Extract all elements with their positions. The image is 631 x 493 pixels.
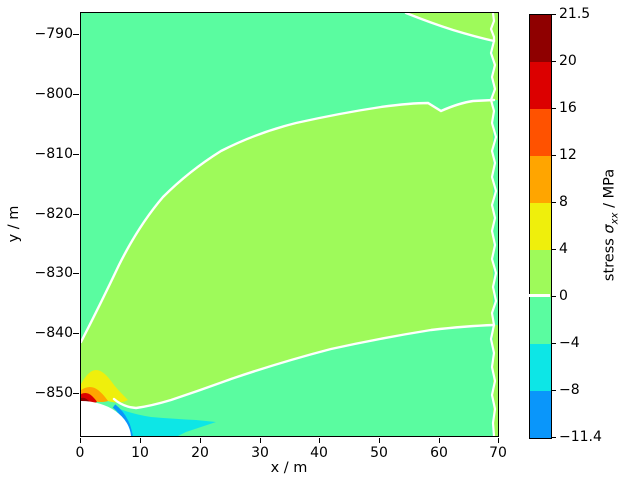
right-strip-top (493, 41, 498, 100)
x-tick-label: 70 (489, 445, 507, 461)
x-tick-label: 20 (191, 445, 209, 461)
x-tick-mark (200, 438, 201, 443)
y-tick-label: −800 (34, 86, 73, 102)
colorbar (529, 14, 552, 439)
colorbar-patch (530, 344, 551, 391)
colorbar-tick-mark (551, 155, 556, 156)
flame-yellow-region (81, 370, 128, 403)
sigma-subscript: xx (609, 212, 621, 225)
colorbar-patch (530, 391, 551, 438)
colorbar-tick-mark (551, 249, 556, 250)
y-tick-label: −820 (34, 206, 73, 222)
positive-lens-region (81, 100, 495, 408)
tensile-zone-region (115, 407, 216, 436)
x-tick-mark (319, 438, 320, 443)
sigma-symbol: σ (601, 224, 618, 234)
colorbar-label-suffix: / MPa (601, 168, 618, 213)
colorbar-tick-mark (551, 296, 556, 297)
x-axis-label: x / m (270, 460, 308, 476)
colorbar-patch (530, 109, 551, 156)
colorbar-tick-label: 12 (559, 147, 577, 163)
colorbar-axis-label: stress σxx / MPa (602, 169, 621, 281)
colorbar-tick-label: −11.4 (559, 429, 602, 445)
x-tick-mark (439, 438, 440, 443)
colorbar-tick-mark (551, 437, 556, 438)
y-tick-mark (73, 34, 79, 35)
colorbar-tick-mark (551, 390, 556, 391)
colorbar-tick-mark (551, 108, 556, 109)
colorbar-label-prefix: stress (601, 233, 618, 282)
y-tick-mark (73, 273, 79, 274)
colorbar-tick-mark (551, 14, 556, 15)
y-tick-label: −830 (34, 265, 73, 281)
colorbar-tick-mark (551, 61, 556, 62)
y-tick-mark (73, 333, 79, 334)
colorbar-tick-label: 0 (559, 288, 568, 304)
zero-contour-right-edge (489, 13, 498, 436)
colorbar-tick-label: −8 (559, 382, 580, 398)
right-strip-middle (493, 100, 498, 325)
colorbar-patch (530, 156, 551, 203)
y-tick-label: −790 (34, 26, 73, 42)
colorbar-patch (530, 203, 551, 250)
x-tick-mark (140, 438, 141, 443)
zero-contour-upper (81, 98, 496, 344)
zero-contour-wedge (404, 13, 496, 43)
x-tick-label: 40 (310, 445, 328, 461)
excavation-region (81, 400, 131, 436)
contour-field (81, 13, 498, 436)
colorbar-tick-label: 4 (559, 241, 568, 257)
x-tick-label: 60 (430, 445, 448, 461)
x-tick-mark (260, 438, 261, 443)
y-tick-mark (73, 214, 79, 215)
y-axis-label: y / m (6, 205, 22, 243)
colorbar-tick-mark (551, 343, 556, 344)
top-right-wedge-region (406, 13, 498, 41)
x-tick-mark (379, 438, 380, 443)
colorbar-patch (530, 297, 551, 344)
zero-contour-lower (112, 323, 496, 410)
y-tick-label: −840 (34, 325, 73, 341)
colorbar-tick-label: 16 (559, 100, 577, 116)
x-tick-label: 50 (370, 445, 388, 461)
x-tick-label: 10 (131, 445, 149, 461)
y-tick-label: −850 (34, 385, 73, 401)
colorbar-zero-contour-line (529, 294, 550, 297)
plot-border (80, 12, 499, 437)
colorbar-tick-mark (551, 202, 556, 203)
y-tick-mark (73, 94, 79, 95)
colorbar-tick-label: −4 (559, 335, 580, 351)
colorbar-patch (530, 15, 551, 62)
colorbar-tick-label: 21.5 (559, 6, 591, 22)
x-tick-label: 30 (251, 445, 269, 461)
y-tick-mark (73, 154, 79, 155)
colorbar-tick-label: 20 (559, 53, 577, 69)
colorbar-tick-label: 8 (559, 194, 568, 210)
y-tick-mark (73, 393, 79, 394)
x-tick-label: 0 (75, 445, 85, 461)
colorbar-patch (530, 62, 551, 109)
colorbar-patch (530, 250, 551, 297)
x-tick-mark (80, 438, 81, 443)
y-tick-label: −810 (34, 146, 73, 162)
x-tick-mark (498, 438, 499, 443)
